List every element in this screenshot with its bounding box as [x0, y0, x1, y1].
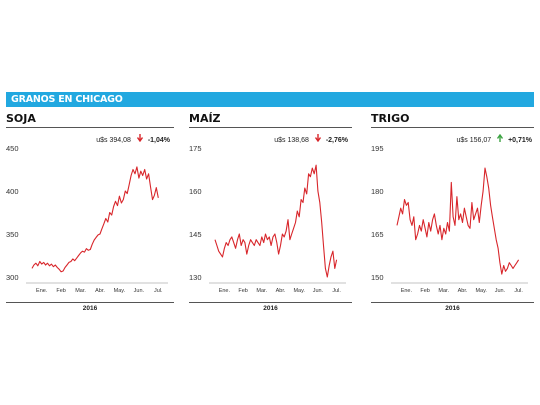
x-tick-label: Jun.: [313, 288, 324, 294]
x-tick-label: Feb: [420, 288, 429, 294]
y-tick-label: 145: [189, 230, 202, 239]
x-tick-label: Abr.: [95, 288, 105, 294]
x-tick-label: May.: [114, 288, 126, 294]
y-tick-label: 450: [6, 144, 19, 153]
chart-soja: 300 350 400 450 Ene. Feb Mar. Abr. May. Jun. Jul.: [6, 144, 168, 294]
year-label: 2016: [445, 305, 460, 312]
divider: [371, 127, 534, 128]
x-tick-label: Ene.: [219, 288, 231, 294]
panel-soja: SOJA u$s 394,08 -1,04% 300 350 400 450 Ene. F…: [6, 112, 174, 322]
price-line: [214, 164, 338, 278]
y-tick-label: 400: [6, 187, 19, 196]
x-tick-label: Abr.: [458, 288, 468, 294]
divider: [189, 302, 352, 303]
x-tick-label: Feb: [238, 288, 247, 294]
divider: [6, 127, 174, 128]
price-value: u$s 156,07: [456, 137, 492, 144]
y-tick-label: 350: [6, 230, 19, 239]
panel-title: MAÍZ: [189, 112, 221, 125]
x-tick-label: May.: [293, 288, 305, 294]
y-tick-label: 150: [371, 273, 384, 282]
y-tick-label: 130: [189, 273, 202, 282]
chart-trigo: 150 165 180 195 Ene. Feb Mar. Abr. May. Jun. Jul.: [371, 144, 528, 294]
x-tick-label: Jun.: [495, 288, 506, 294]
x-tick-label: Jul.: [514, 288, 523, 294]
divider: [189, 127, 352, 128]
x-tick-label: Ene.: [401, 288, 413, 294]
panel-title: TRIGO: [371, 112, 410, 125]
arrow-down-icon: [136, 134, 143, 144]
y-tick-label: 195: [371, 144, 384, 153]
divider: [371, 302, 534, 303]
x-tick-label: Jun.: [134, 288, 145, 294]
y-tick-label: 180: [371, 187, 384, 196]
x-tick-label: Jul.: [154, 288, 163, 294]
x-tick-label: Jul.: [332, 288, 341, 294]
x-tick-label: Abr.: [276, 288, 286, 294]
price-info: u$s 138,68 -2,76%: [274, 134, 348, 144]
year-label: 2016: [82, 305, 98, 312]
y-tick-label: 175: [189, 144, 202, 153]
arrow-up-icon: [497, 133, 504, 144]
x-tick-label: Feb: [56, 288, 65, 294]
arrow-down-icon: [314, 134, 321, 144]
price-value: u$s 138,68: [274, 137, 309, 144]
price-info: u$s 156,07 +0,71%: [456, 133, 532, 144]
y-tick-label: 160: [189, 187, 202, 196]
change-value: -1,04%: [147, 137, 170, 144]
section-banner: GRANOS EN CHICAGO: [6, 92, 534, 107]
panel-title: SOJA: [6, 112, 36, 125]
divider: [6, 302, 174, 303]
year-label: 2016: [263, 305, 278, 312]
change-value: +0,71%: [508, 137, 532, 144]
panel-maiz: MAÍZ u$s 138,68 -2,76% 130 145 160 175 Ene. F…: [189, 112, 352, 322]
y-tick-label: 165: [371, 230, 384, 239]
x-tick-label: Mar.: [256, 288, 267, 294]
change-value: -2,76%: [325, 137, 348, 144]
panel-trigo: TRIGO u$s 156,07 +0,71% 150 165 180 195 Ene.…: [371, 112, 534, 322]
x-tick-label: Mar.: [438, 288, 449, 294]
price-info: u$s 394,08 -1,04%: [96, 134, 170, 144]
x-tick-label: May.: [475, 288, 487, 294]
x-tick-label: Ene.: [36, 288, 48, 294]
price-line: [31, 166, 159, 273]
y-tick-label: 300: [6, 273, 19, 282]
price-line: [396, 167, 520, 275]
price-value: u$s 394,08: [96, 137, 131, 144]
x-tick-label: Mar.: [75, 288, 86, 294]
chart-maiz: 130 145 160 175 Ene. Feb Mar. Abr. May. Jun. Jul.: [189, 144, 346, 294]
